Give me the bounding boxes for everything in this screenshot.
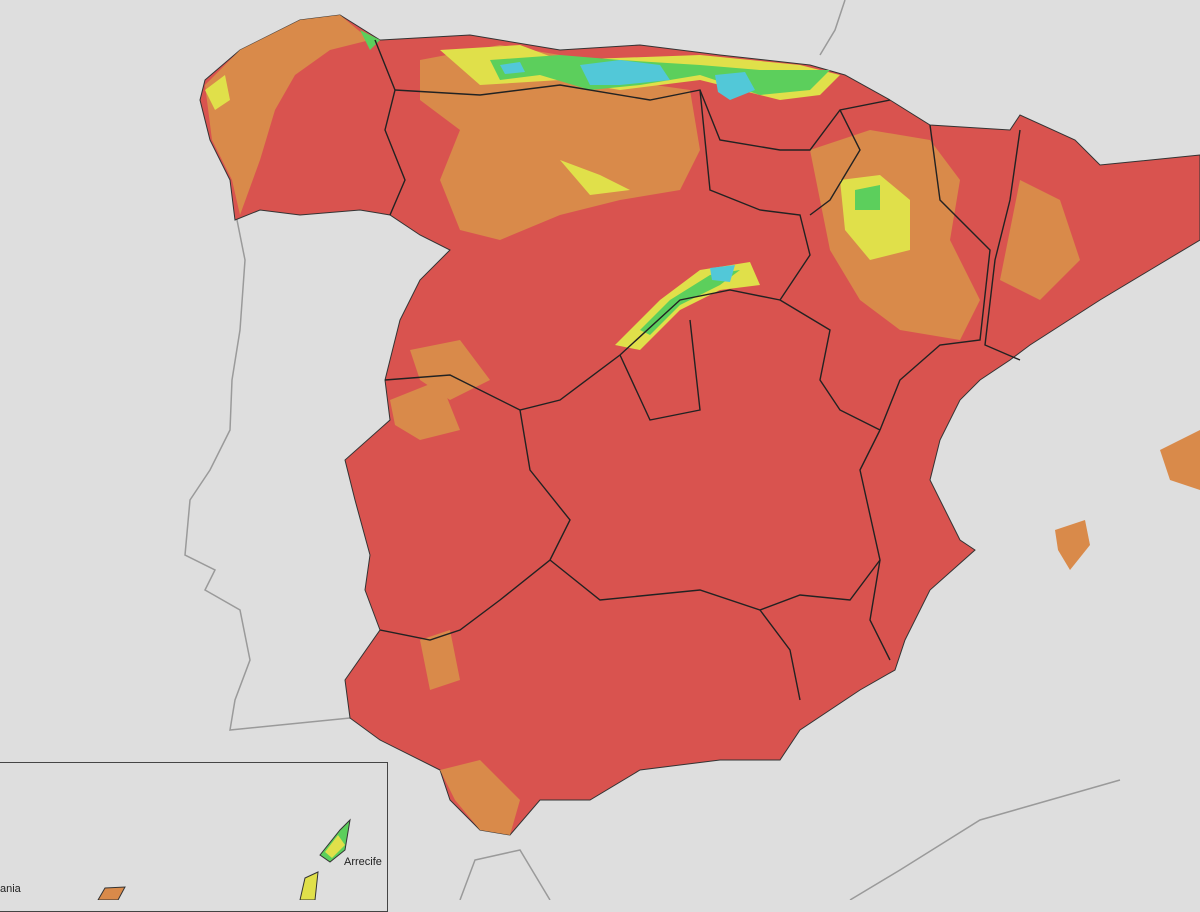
portugal-coast [184, 214, 351, 731]
label-partial-city: ania [0, 883, 21, 895]
region-borders [374, 39, 1021, 701]
africa-coast [459, 779, 1121, 900]
canary-islands-inset [0, 762, 388, 912]
canary-islands [97, 818, 351, 900]
spain-mainland [199, 14, 1200, 836]
label-arrecife: Arrecife [344, 856, 382, 868]
very-low-patches [500, 60, 755, 282]
france-coast [819, 0, 846, 56]
